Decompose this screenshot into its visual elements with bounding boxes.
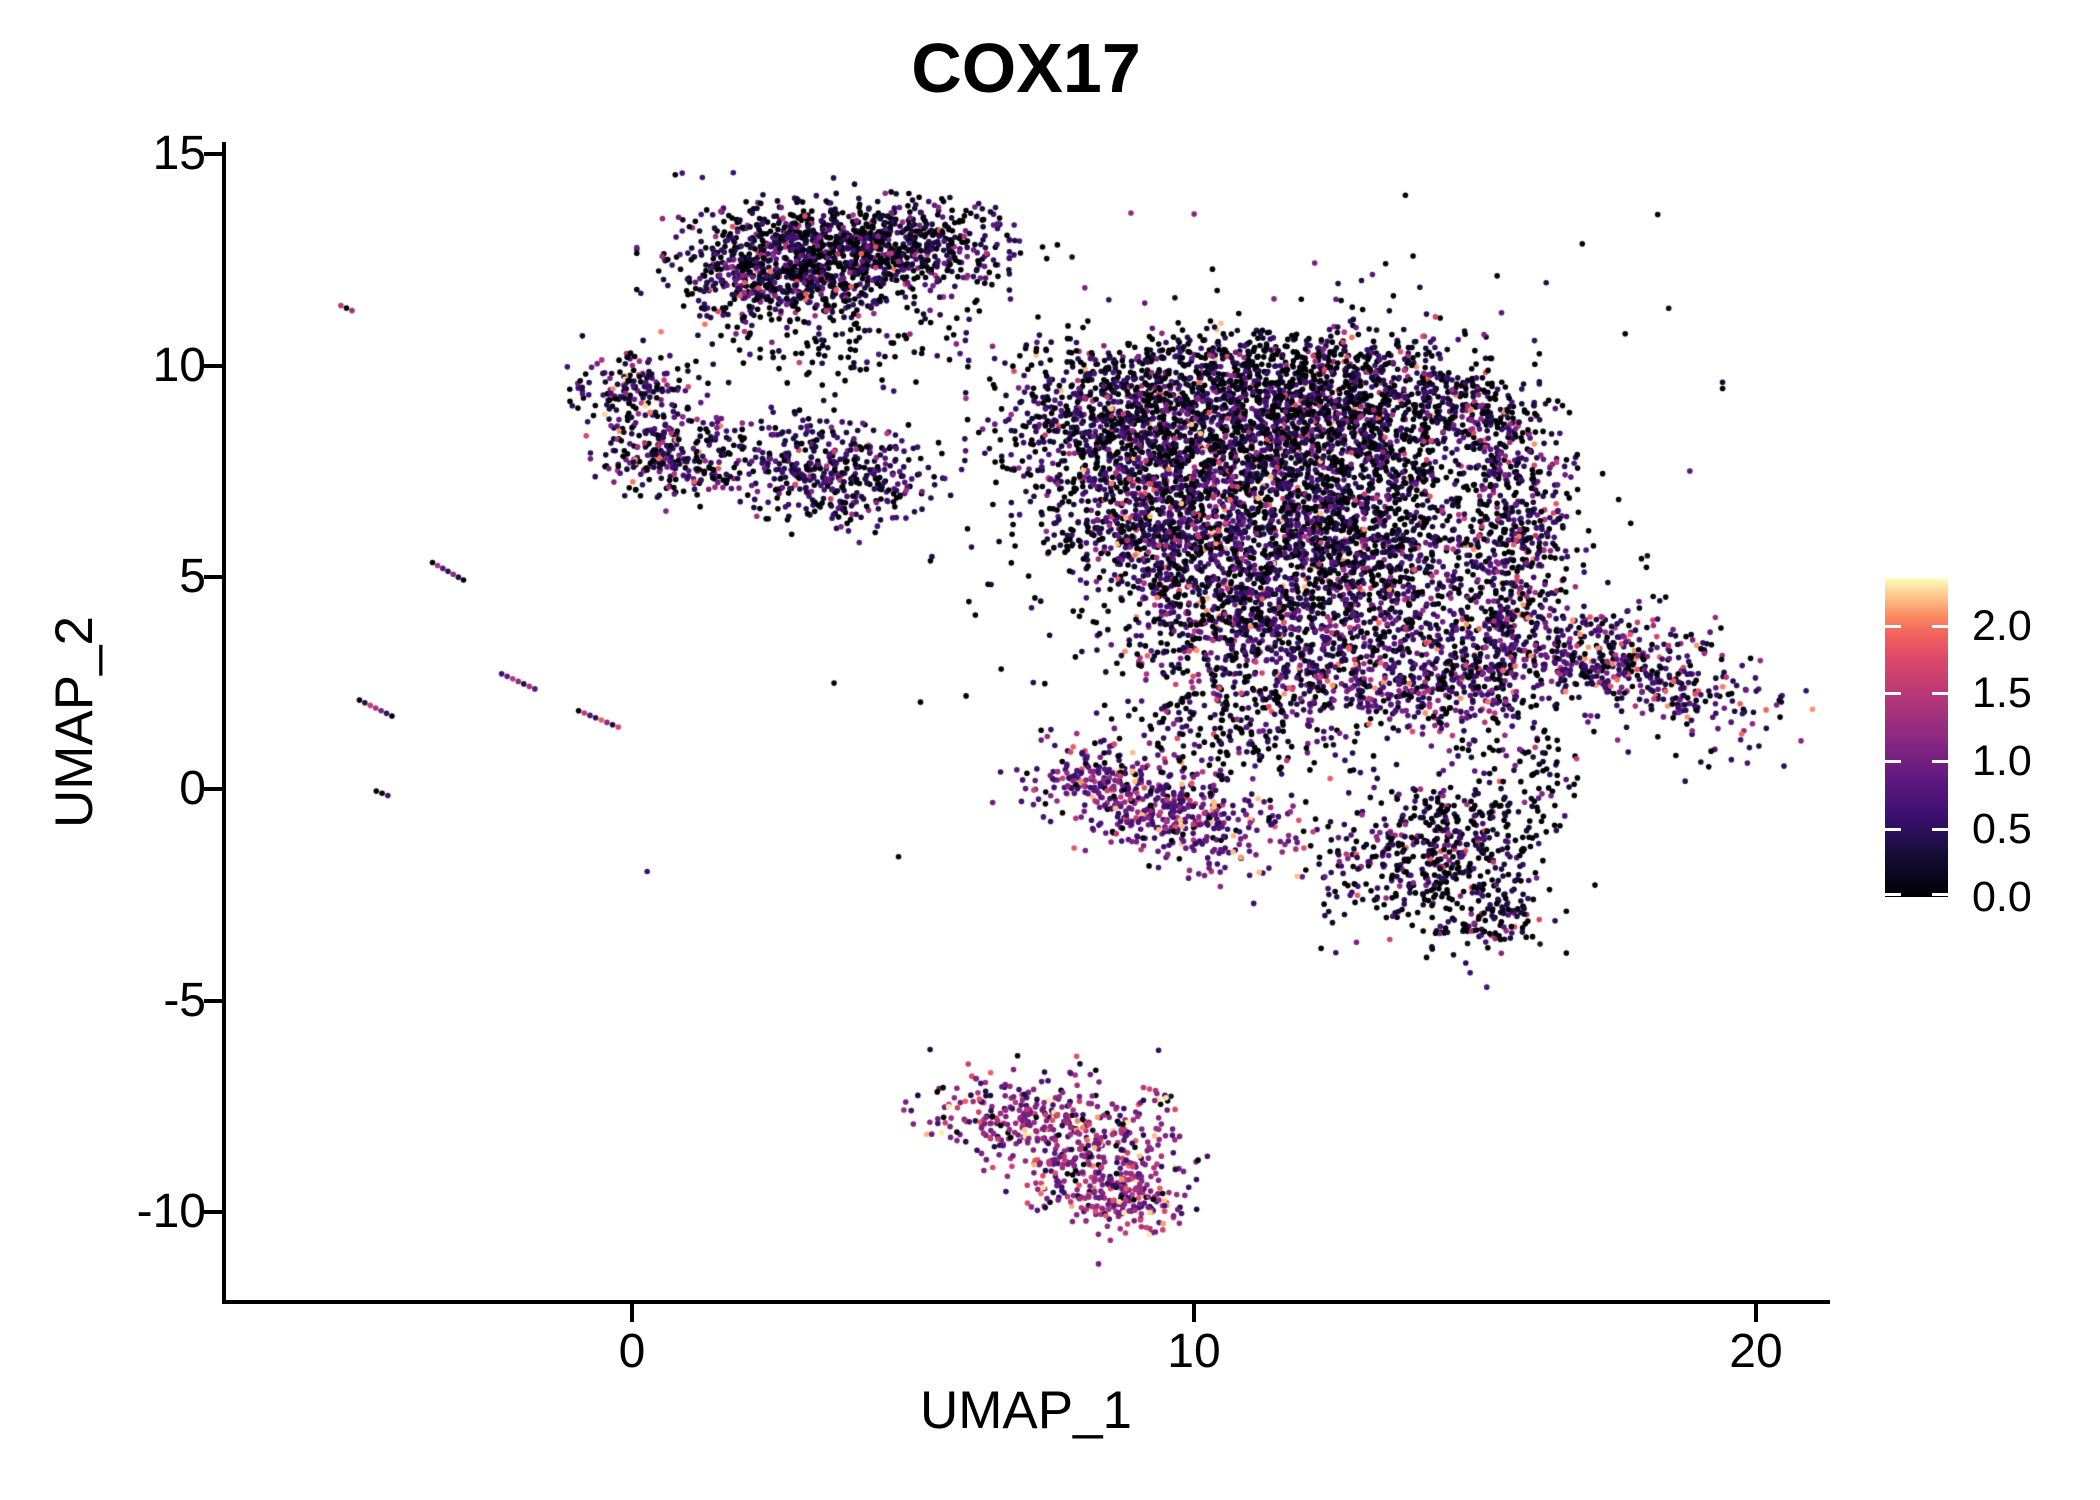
x-tick-label: 10 — [1167, 1325, 1221, 1378]
colorbar-label: 1.0 — [1972, 737, 2032, 786]
y-axis-title: UMAP_2 — [45, 615, 104, 829]
y-tick-mark — [204, 998, 222, 1003]
colorbar-notch — [1885, 760, 1901, 764]
colorbar-notch — [1885, 624, 1901, 628]
plot-title: COX17 — [911, 29, 1141, 107]
y-tick-label: -5 — [163, 973, 206, 1027]
colorbar-notch — [1885, 692, 1901, 696]
y-tick-label: 15 — [152, 127, 206, 181]
colorbar-label: 1.5 — [1972, 669, 2032, 718]
colorbar-notch — [1932, 893, 1948, 896]
colorbar-label: 0.0 — [1972, 873, 2032, 921]
y-tick-label: 0 — [179, 762, 206, 815]
y-tick-label: 5 — [179, 550, 206, 604]
y-tick-mark — [204, 363, 222, 368]
y-tick-mark — [204, 787, 222, 791]
y-axis-line — [222, 142, 226, 1304]
y-tick-mark — [204, 575, 222, 580]
x-tick-mark — [1192, 1304, 1196, 1322]
colorbar-notch — [1932, 828, 1948, 832]
colorbar-notch — [1932, 624, 1948, 628]
x-tick-mark — [630, 1304, 634, 1322]
colorbar-label: 0.5 — [1972, 805, 2032, 854]
y-tick-label: -10 — [136, 1185, 206, 1239]
x-tick-mark — [1754, 1304, 1758, 1322]
x-tick-label: 20 — [1729, 1325, 1783, 1378]
colorbar-gradient — [1885, 578, 1948, 897]
colorbar-notch — [1932, 760, 1948, 764]
x-tick-label: 0 — [618, 1325, 646, 1378]
colorbar-notch — [1885, 828, 1901, 832]
x-axis-line — [222, 1300, 1830, 1304]
x-axis-title: UMAP_1 — [919, 1381, 1133, 1440]
y-tick-label: 10 — [152, 338, 206, 392]
y-tick-mark — [204, 152, 222, 157]
y-tick-mark — [204, 1210, 222, 1215]
colorbar-notch — [1932, 692, 1948, 696]
colorbar-notch — [1885, 893, 1901, 896]
colorbar-label: 2.0 — [1972, 601, 2032, 650]
